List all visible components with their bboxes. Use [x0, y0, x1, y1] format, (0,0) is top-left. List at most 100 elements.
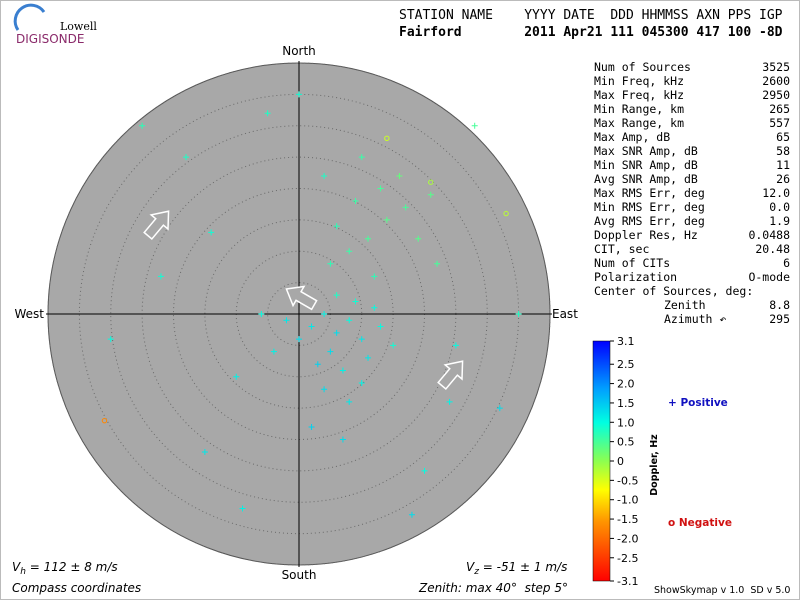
source-positive — [427, 191, 434, 198]
source-negative — [428, 179, 434, 185]
stat-label: Num of CITs — [594, 256, 670, 270]
source-positive — [352, 298, 359, 305]
stat-value: 6 — [783, 256, 790, 270]
source-positive — [321, 172, 328, 179]
source-positive — [296, 336, 302, 343]
source-positive — [321, 386, 328, 393]
stat-value: 295 — [769, 312, 790, 326]
source-positive — [358, 154, 365, 161]
source-positive — [208, 229, 215, 236]
stat-value: 20.48 — [755, 242, 790, 256]
source-positive — [496, 405, 503, 412]
source-positive — [283, 317, 290, 324]
source-positive — [415, 235, 422, 242]
stat-value: 65 — [776, 130, 790, 144]
colorbar-tick-label: -2.5 — [617, 552, 638, 565]
source-positive — [314, 361, 321, 368]
source-positive — [139, 122, 146, 129]
source-positive — [365, 235, 372, 242]
stat-value: 3525 — [762, 60, 790, 74]
skymap-plot: North South West East — [14, 44, 578, 582]
coords-note: Compass coordinates — [12, 581, 141, 595]
source-positive — [408, 511, 415, 518]
colorbar-tick-label: -2.0 — [617, 532, 638, 545]
stat-label: Azimuth ↶ — [664, 312, 726, 326]
stat-value: 0.0488 — [748, 228, 790, 242]
source-positive — [402, 204, 409, 211]
stat-value: 8.8 — [769, 298, 790, 312]
source-positive — [377, 323, 384, 330]
colorbar-tick-label: 1.5 — [617, 397, 635, 410]
stat-label: CIT, sec — [594, 242, 649, 256]
source-positive — [471, 122, 478, 129]
source-positive — [446, 398, 453, 405]
colorbar-tick-label: 2.0 — [617, 378, 635, 391]
colorbar-tick-label: -1.5 — [617, 513, 638, 526]
colorbar: 3.1 2.5 2.0 1.5 1.0 0.5 0 -0.5 -1.0 -1.5 -2.0 -2.5 -… — [592, 335, 732, 588]
source-positive — [201, 449, 208, 456]
source-positive — [377, 185, 384, 192]
stat-label: Min Range, km — [594, 102, 684, 116]
subscript: z — [473, 567, 479, 577]
stat-value: 11 — [776, 158, 790, 172]
velocity-arrows — [143, 210, 464, 390]
source-positive — [239, 505, 246, 512]
logo-swoosh — [13, 3, 46, 31]
legend-positive: + Positive — [668, 397, 728, 409]
colorbar-tick-label: 1.0 — [617, 416, 635, 429]
vh-label: Vh = 112 ± 8 m/s — [12, 560, 118, 577]
source-positive — [107, 336, 114, 343]
source-positive — [352, 198, 359, 205]
source-positive — [358, 380, 365, 387]
colorbar-tick-label: 3.1 — [617, 335, 635, 348]
source-positive — [321, 311, 328, 317]
stat-label: Max SNR Amp, dB — [594, 144, 698, 158]
colorbar-tick-label: 0 — [617, 455, 624, 468]
colorbar-tick-label: -0.5 — [617, 474, 638, 487]
source-positive — [346, 398, 353, 405]
colorbar-tick-label: 2.5 — [617, 358, 635, 371]
source-positive — [346, 248, 353, 255]
source-positive — [308, 423, 315, 430]
stats-table: Num of Sources 3525 Min Freq, kHz 2600 Max F… — [594, 60, 790, 326]
stat-value: 12.0 — [762, 186, 790, 200]
source-positive — [371, 304, 378, 311]
source-positive — [333, 223, 340, 230]
source-positive — [264, 110, 271, 117]
vz-label: Vz = -51 ± 1 m/s — [466, 560, 567, 577]
source-positive — [396, 172, 403, 179]
source-positive — [390, 342, 397, 349]
source-positive — [339, 436, 346, 443]
stat-label: Max RMS Err, deg — [594, 186, 705, 200]
source-positive — [365, 354, 372, 361]
source-positive — [270, 348, 277, 355]
header-line: Fairford 2011 Apr21 111 045300 417 100 -… — [399, 25, 783, 40]
source-positive — [327, 348, 334, 355]
stat-value: 265 — [769, 102, 790, 116]
source-positive — [371, 273, 378, 280]
colorbar-tick-label: -3.1 — [617, 575, 638, 588]
logo-bottom: DIGISONDE — [16, 32, 84, 46]
stat-label: Zenith — [664, 298, 706, 312]
direction-label: North — [282, 44, 316, 58]
stat-label: Min SNR Amp, dB — [594, 158, 698, 172]
source-positive — [308, 323, 315, 330]
source-positive — [358, 336, 365, 343]
stat-label: Min Freq, kHz — [594, 74, 684, 88]
stat-value: 2950 — [762, 88, 790, 102]
source-positive — [333, 292, 340, 299]
arrow — [143, 210, 170, 240]
source-positive — [327, 260, 334, 267]
source-negative — [101, 417, 108, 424]
colorbar-tick-label: -1.0 — [617, 494, 638, 507]
arrow — [285, 285, 318, 311]
stat-label: Max Range, km — [594, 116, 684, 130]
stat-label: Max Freq, kHz — [594, 88, 684, 102]
source-negative — [503, 210, 509, 217]
source-positive — [339, 367, 346, 374]
source-positive — [157, 273, 164, 280]
stat-value: 557 — [769, 116, 790, 130]
source-positive — [421, 467, 428, 474]
subscript: h — [20, 567, 26, 577]
